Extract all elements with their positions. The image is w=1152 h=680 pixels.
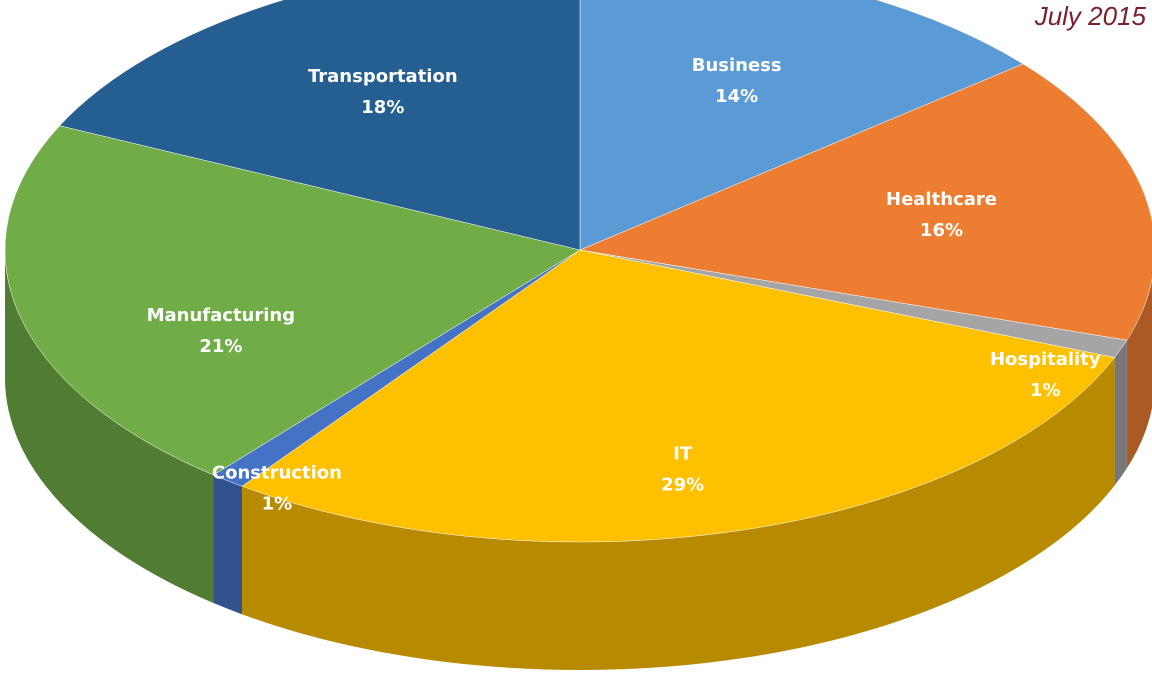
slice <box>579 0 1024 251</box>
slice-label: Healthcare <box>886 189 997 210</box>
slice-side <box>1126 279 1152 469</box>
value-label: 18% <box>361 97 404 118</box>
value-label: 14% <box>715 86 758 107</box>
slice-label: Hospitality <box>990 349 1101 370</box>
slice-side <box>1114 340 1127 486</box>
annotation: July 2015 <box>1034 1 1147 31</box>
value-label: 16% <box>920 220 963 241</box>
slice-label: Transportation <box>308 66 458 87</box>
value-label: 1% <box>262 493 293 514</box>
slice-label: Manufacturing <box>147 305 296 326</box>
value-label: 29% <box>661 474 704 495</box>
slice <box>4 125 581 476</box>
value-label: 1% <box>1030 380 1061 401</box>
slice-side <box>5 250 214 603</box>
slice <box>241 249 1116 543</box>
slice-label: IT <box>673 443 693 464</box>
pie-labels: Business 14% Healthcare 16% Hospitality 1% IT 2… <box>147 55 1101 515</box>
slice-side <box>213 474 243 615</box>
slice <box>579 63 1152 341</box>
pie-sides <box>5 250 1152 671</box>
pie-tops <box>4 0 1152 543</box>
slice-side <box>242 357 1115 671</box>
slice-label: Business <box>692 55 782 76</box>
slice-label: Construction <box>212 462 342 483</box>
slice <box>59 0 581 251</box>
value-label: 21% <box>199 336 242 357</box>
